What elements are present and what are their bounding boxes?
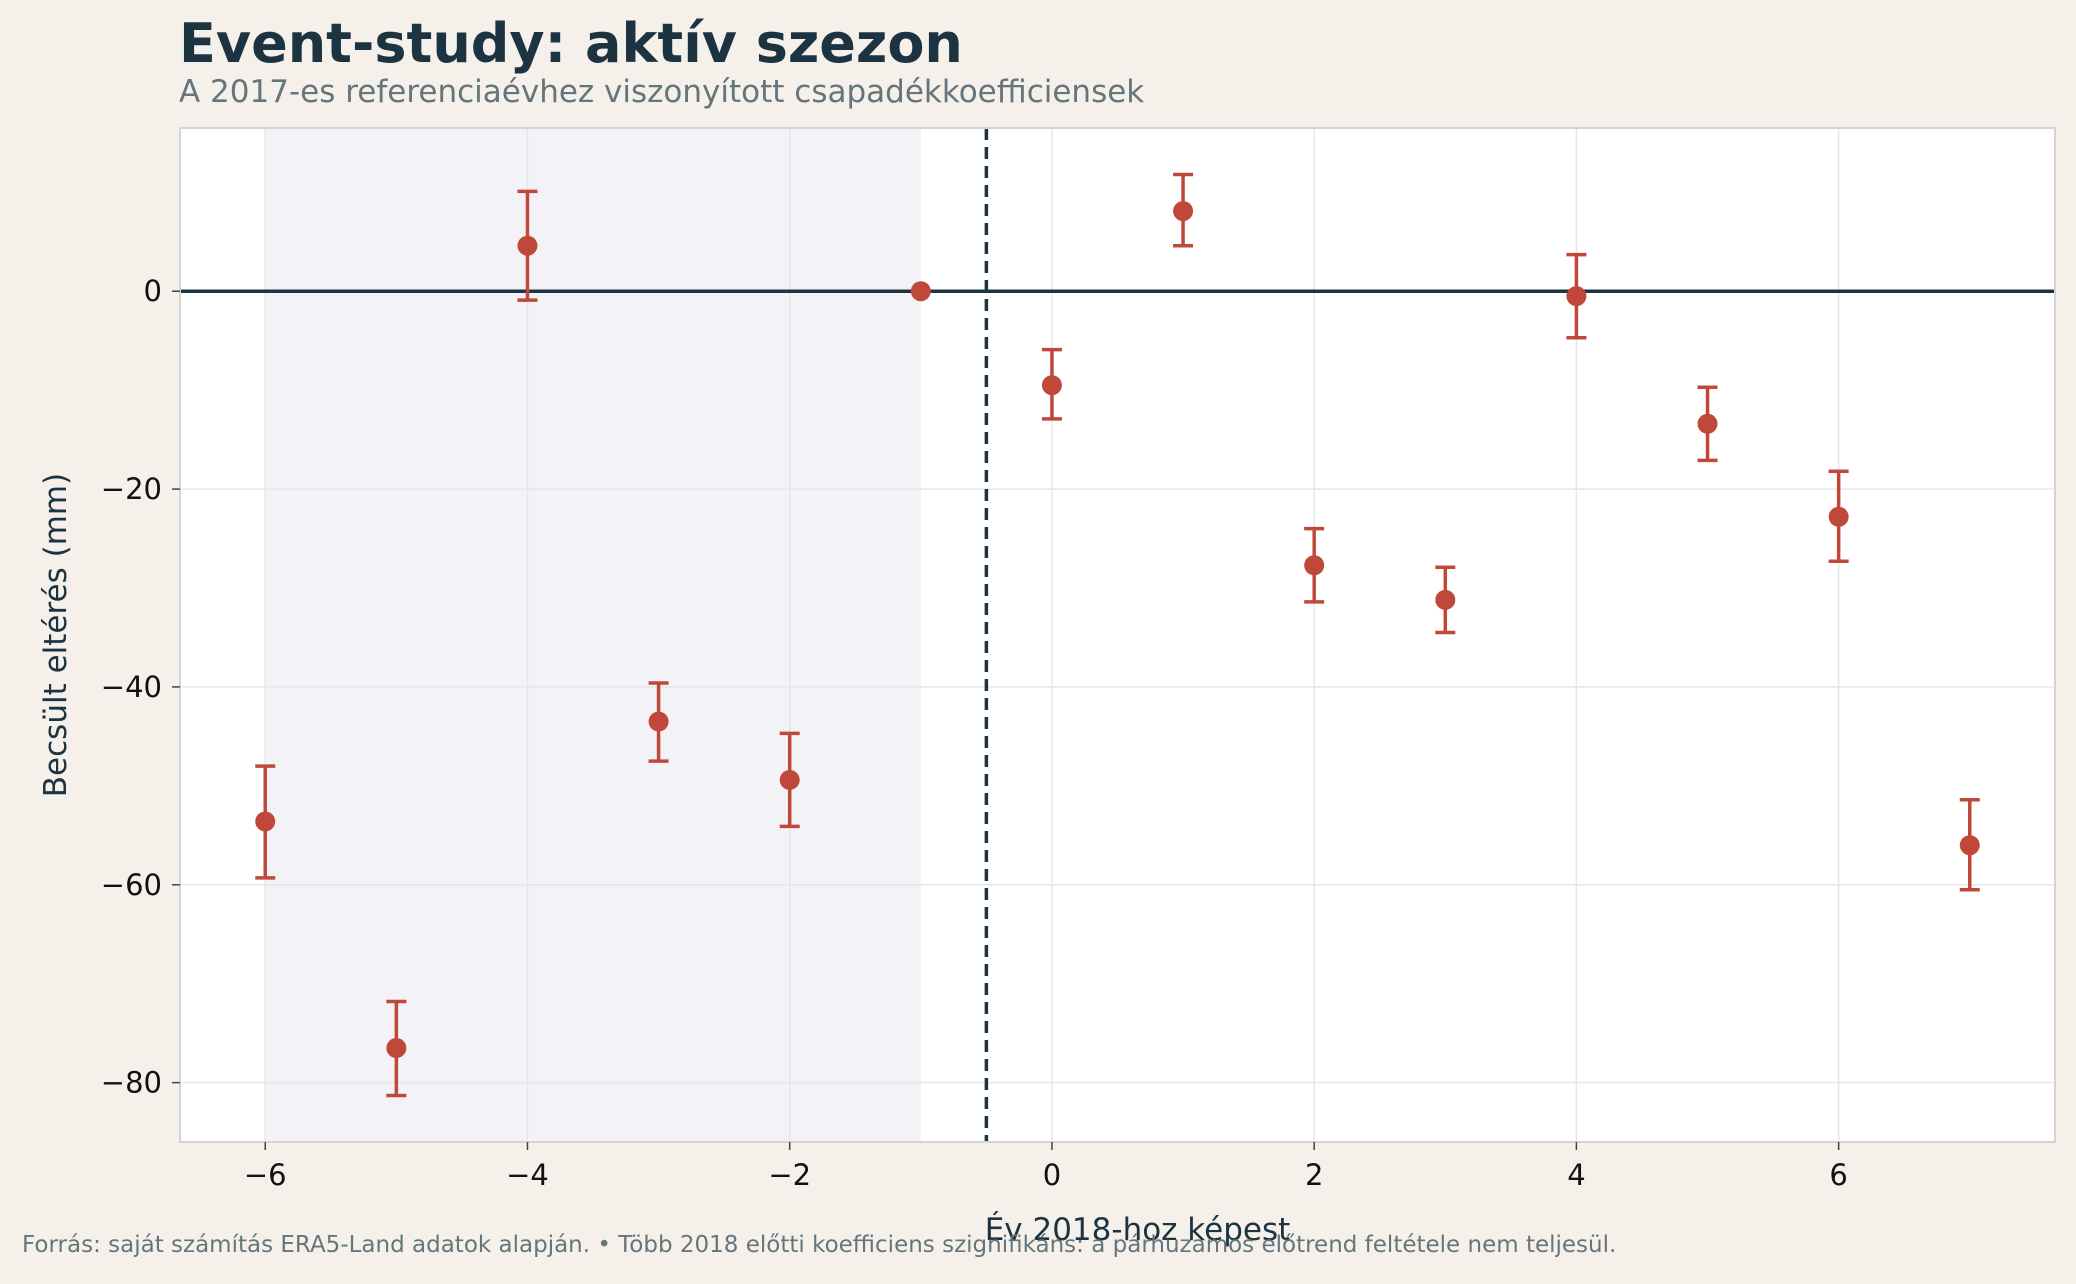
point-marker (1041, 375, 1062, 396)
point-marker (1828, 506, 1849, 527)
data-point (648, 681, 669, 763)
point-marker (648, 711, 669, 732)
chart-title: Event-study: aktív szezon (179, 12, 963, 75)
y-axis-ticks: 0 −20 −40 −60 −80 (101, 274, 180, 1100)
data-point (779, 731, 800, 829)
data-point (1304, 526, 1325, 604)
x-tick-label: 6 (1829, 1158, 1847, 1192)
point-marker (1304, 555, 1325, 576)
x-tick-label: 0 (1043, 1158, 1061, 1192)
x-tick-label: −2 (768, 1158, 811, 1192)
data-point (910, 281, 931, 302)
x-axis-label: Év 2018-hoz képest (985, 1212, 1291, 1248)
pre-period-shade (265, 128, 921, 1142)
point-marker (1173, 201, 1194, 222)
y-tick-label: −20 (101, 472, 162, 506)
y-tick-label: 0 (144, 274, 162, 308)
x-axis-ticks: −6 −4 −2 0 2 4 6 (244, 1142, 1848, 1192)
data-point (1828, 469, 1849, 564)
x-tick-label: 4 (1567, 1158, 1585, 1192)
point-marker (517, 235, 538, 256)
y-axis-label: Becsült eltérés (mm) (38, 473, 74, 797)
x-tick-label: 2 (1305, 1158, 1323, 1192)
plot-frame (179, 127, 2056, 1143)
point-marker (779, 769, 800, 790)
x-tick-label: −6 (244, 1158, 287, 1192)
point-marker (1435, 589, 1456, 610)
point-marker (1566, 286, 1587, 307)
y-tick-label: −60 (101, 868, 162, 902)
data-point (1041, 347, 1062, 421)
data-point (1697, 385, 1718, 463)
data-points (255, 172, 1980, 1098)
data-point (386, 999, 407, 1098)
data-point (1959, 797, 1980, 892)
data-point (255, 764, 276, 880)
data-point (1173, 172, 1194, 248)
chart-subtitle: A 2017-es referenciaévhez viszonyított c… (179, 74, 1145, 110)
y-tick-label: −40 (101, 670, 162, 704)
source-note: Forrás: saját számítás ERA5-Land adatok … (22, 1232, 1617, 1258)
data-point (517, 189, 538, 302)
point-marker (1697, 413, 1718, 434)
x-tick-label: −4 (506, 1158, 549, 1192)
data-point (1435, 565, 1456, 635)
point-marker (255, 811, 276, 832)
point-marker (910, 281, 931, 302)
point-marker (1959, 835, 1980, 856)
point-marker (386, 1038, 407, 1059)
data-point (1566, 252, 1587, 340)
y-tick-label: −80 (101, 1066, 162, 1100)
